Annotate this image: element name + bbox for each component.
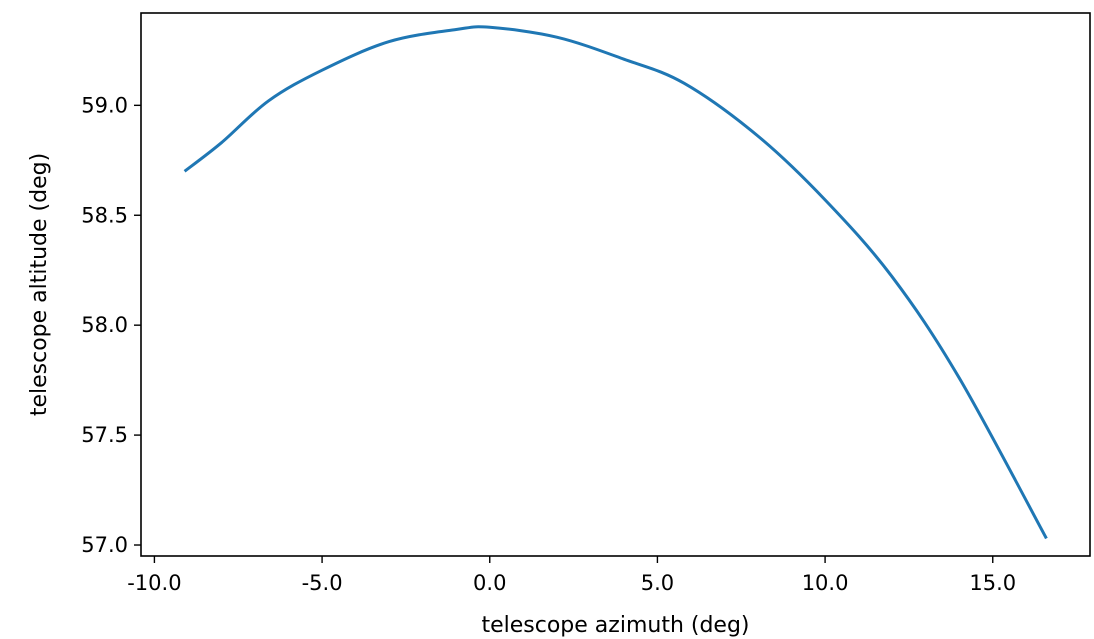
- x-tick-label: 0.0: [473, 571, 506, 595]
- x-tick-label: 5.0: [641, 571, 674, 595]
- y-tick-label: 57.5: [81, 423, 128, 447]
- y-axis-ticks: 57.0 57.5 58.0 58.5 59.0: [81, 93, 141, 557]
- y-tick-label: 58.5: [81, 203, 128, 227]
- x-axis-ticks: -10.0 -5.0 0.0 5.0 10.0 15.0: [127, 556, 1016, 595]
- x-tick-label: -10.0: [127, 571, 181, 595]
- y-tick-label: 57.0: [81, 533, 128, 557]
- y-tick-label: 59.0: [81, 93, 128, 117]
- x-axis-label: telescope azimuth (deg): [481, 613, 749, 638]
- x-tick-label: 15.0: [969, 571, 1016, 595]
- x-tick-label: 10.0: [802, 571, 849, 595]
- y-axis-label: telescope altitude (deg): [27, 153, 52, 416]
- series-line: [183, 25, 1048, 540]
- series-layer: [183, 25, 1048, 540]
- plot-frame: [140, 12, 1091, 557]
- x-tick-label: -5.0: [302, 571, 343, 595]
- y-tick-label: 58.0: [81, 313, 128, 337]
